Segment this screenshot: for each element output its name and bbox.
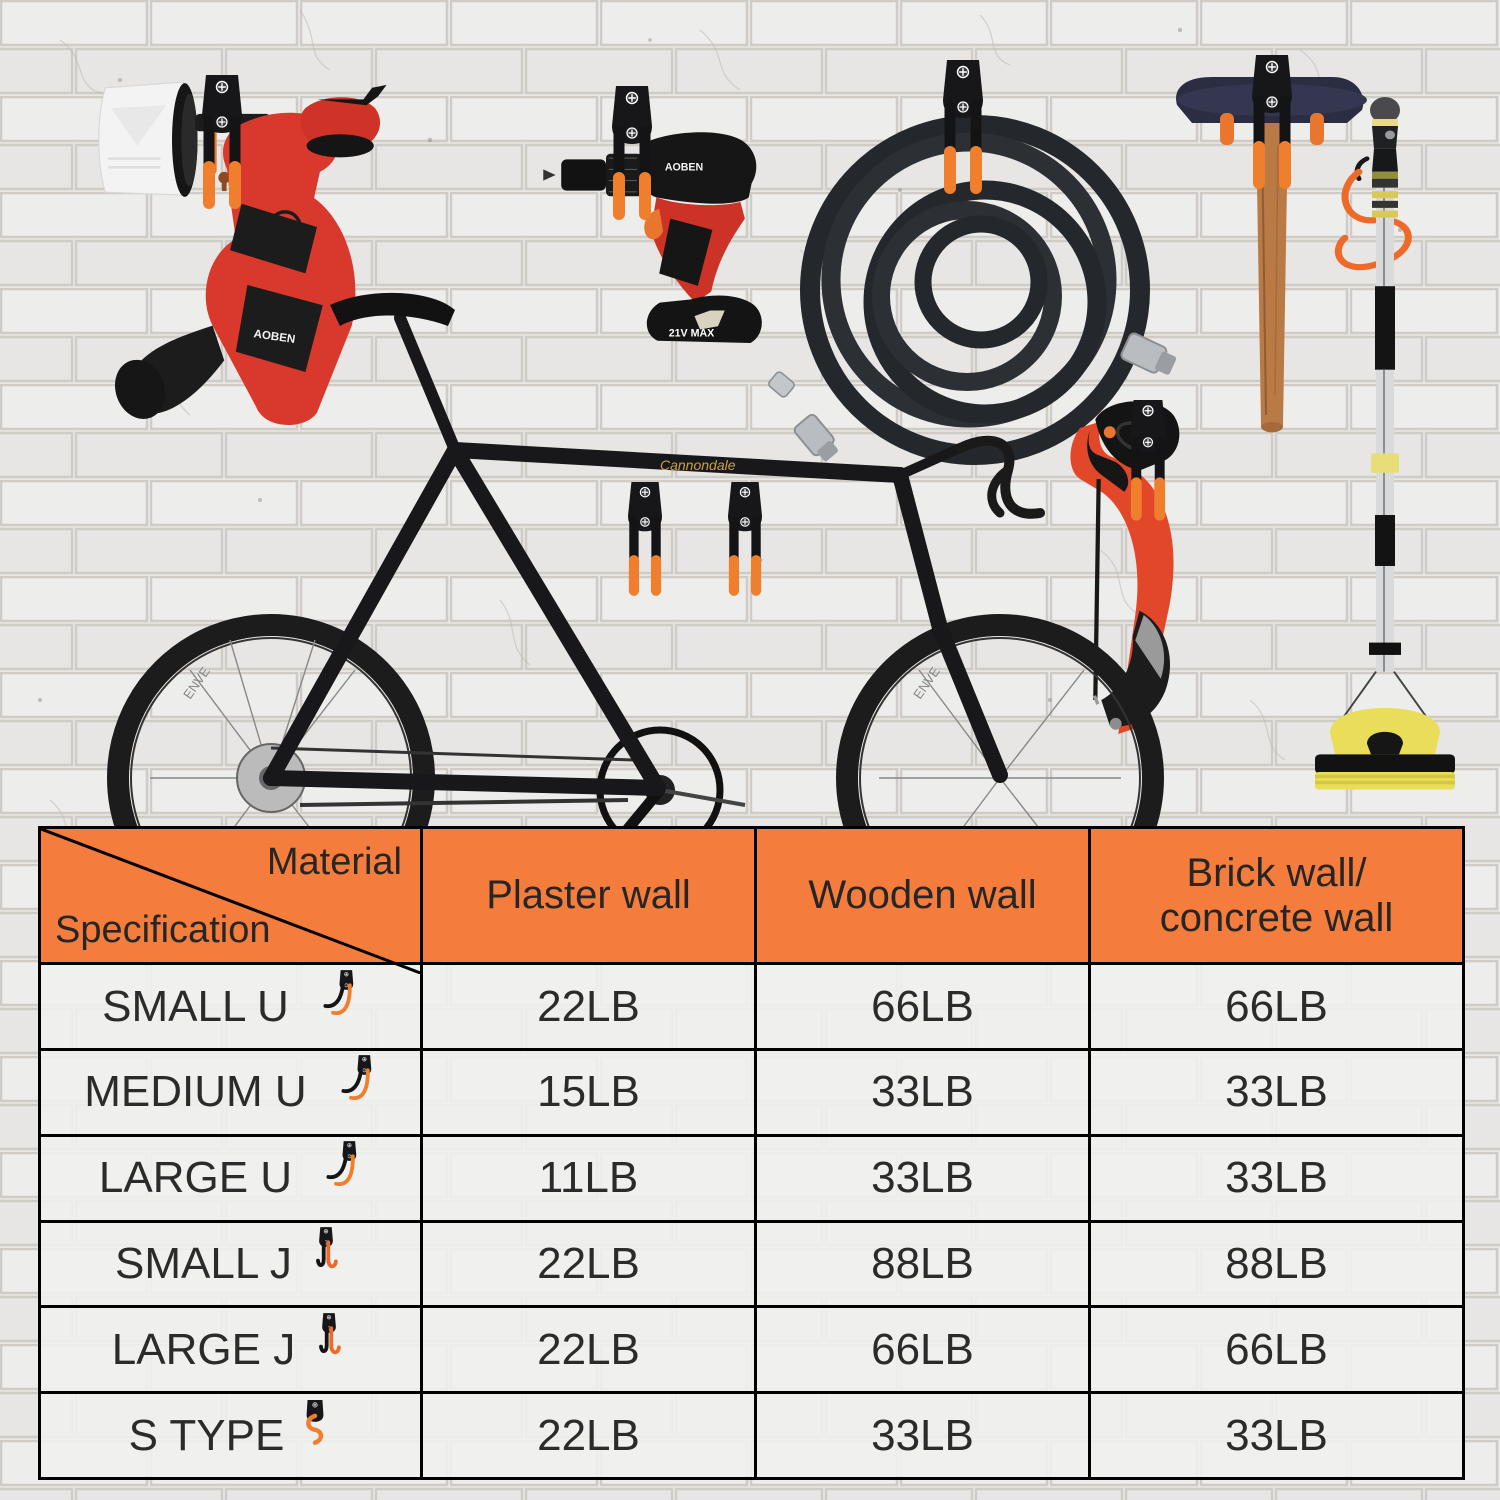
svg-text:21V MAX: 21V MAX [669, 327, 714, 339]
svg-text:Cannondale: Cannondale [660, 457, 736, 473]
svg-text:AOBEN: AOBEN [665, 162, 703, 174]
